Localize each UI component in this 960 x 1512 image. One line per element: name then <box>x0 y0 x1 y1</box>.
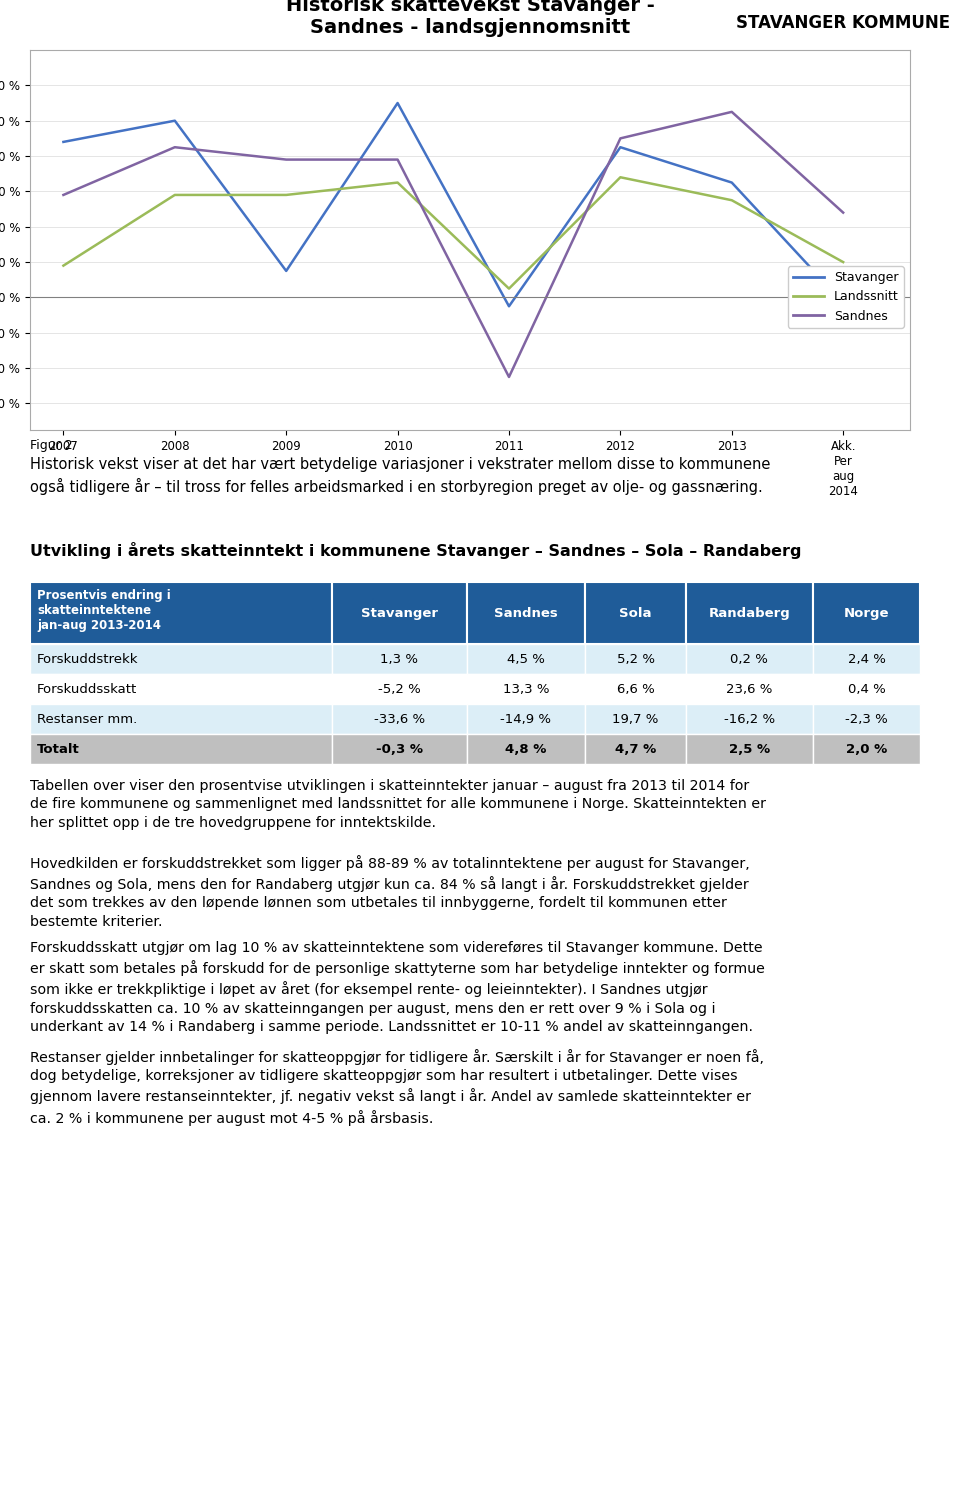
Text: Historisk vekst viser at det har vært betydelige variasjoner i vekstrater mellom: Historisk vekst viser at det har vært be… <box>30 457 770 494</box>
Bar <box>467 733 586 764</box>
Bar <box>813 733 920 764</box>
Text: 4,7 %: 4,7 % <box>615 742 656 756</box>
Text: -0,3 %: -0,3 % <box>375 742 422 756</box>
Text: 0,2 %: 0,2 % <box>731 653 768 665</box>
Text: -5,2 %: -5,2 % <box>378 682 420 696</box>
Text: Utvikling i årets skatteinntekt i kommunene Stavanger – Sandnes – Sola – Randabe: Utvikling i årets skatteinntekt i kommun… <box>30 541 802 559</box>
Bar <box>813 705 920 733</box>
Bar <box>586 674 685 705</box>
Text: Restanser gjelder innbetalinger for skatteoppgjør for tidligere år. Særskilt i å: Restanser gjelder innbetalinger for skat… <box>30 1049 764 1125</box>
Text: Sandnes: Sandnes <box>494 606 558 620</box>
Bar <box>586 644 685 674</box>
Text: STAVANGER KOMMUNE: STAVANGER KOMMUNE <box>736 14 950 32</box>
Text: -33,6 %: -33,6 % <box>373 712 425 726</box>
Bar <box>467 705 586 733</box>
Text: Randaberg: Randaberg <box>708 606 790 620</box>
Bar <box>467 644 586 674</box>
Text: Restanser mm.: Restanser mm. <box>37 712 137 726</box>
Bar <box>813 644 920 674</box>
Text: Stavanger: Stavanger <box>361 606 438 620</box>
Bar <box>685 674 813 705</box>
Text: Hovedkilden er forskuddstrekket som ligger på 88-89 % av totalinntektene per aug: Hovedkilden er forskuddstrekket som ligg… <box>30 854 750 928</box>
Text: Figur 2: Figur 2 <box>30 438 73 452</box>
Bar <box>30 644 332 674</box>
Bar <box>30 705 332 733</box>
Text: 5,2 %: 5,2 % <box>616 653 655 665</box>
Text: -2,3 %: -2,3 % <box>845 712 888 726</box>
Text: 2,5 %: 2,5 % <box>729 742 770 756</box>
Text: 19,7 %: 19,7 % <box>612 712 659 726</box>
Text: 2,4 %: 2,4 % <box>848 653 885 665</box>
Text: 6,6 %: 6,6 % <box>616 682 655 696</box>
Text: -16,2 %: -16,2 % <box>724 712 775 726</box>
Text: 0,4 %: 0,4 % <box>848 682 885 696</box>
Bar <box>685 582 813 644</box>
Text: 23,6 %: 23,6 % <box>726 682 773 696</box>
Text: Prosentvis endring i
skatteinntektene
jan-aug 2013-2014: Prosentvis endring i skatteinntektene ja… <box>37 590 171 632</box>
Text: Forskuddsskatt utgjør om lag 10 % av skatteinntektene som videreføres til Stavan: Forskuddsskatt utgjør om lag 10 % av ska… <box>30 940 765 1034</box>
Bar <box>332 644 467 674</box>
Bar <box>332 582 467 644</box>
Text: Totalt: Totalt <box>37 742 80 756</box>
Text: Norge: Norge <box>844 606 889 620</box>
Text: Forskuddsskatt: Forskuddsskatt <box>37 682 137 696</box>
Text: 2,0 %: 2,0 % <box>846 742 887 756</box>
Bar <box>332 674 467 705</box>
Text: Tabellen over viser den prosentvise utviklingen i skatteinntekter januar – augus: Tabellen over viser den prosentvise utvi… <box>30 779 766 830</box>
Text: 4,8 %: 4,8 % <box>505 742 546 756</box>
Bar <box>467 674 586 705</box>
Text: 4,5 %: 4,5 % <box>507 653 544 665</box>
Bar <box>467 582 586 644</box>
Bar <box>813 582 920 644</box>
Bar <box>30 733 332 764</box>
Bar <box>813 674 920 705</box>
Text: -14,9 %: -14,9 % <box>500 712 551 726</box>
Bar <box>332 705 467 733</box>
Bar <box>586 733 685 764</box>
Text: 1,3 %: 1,3 % <box>380 653 419 665</box>
Bar <box>685 644 813 674</box>
Text: Sola: Sola <box>619 606 652 620</box>
Legend: Stavanger, Landssnitt, Sandnes: Stavanger, Landssnitt, Sandnes <box>788 266 903 328</box>
Bar <box>685 733 813 764</box>
Bar <box>685 705 813 733</box>
Bar <box>332 733 467 764</box>
Title: Historisk skattevekst Stavanger -
Sandnes - landsgjennomsnitt: Historisk skattevekst Stavanger - Sandne… <box>286 0 655 38</box>
Text: Forskuddstrekk: Forskuddstrekk <box>37 653 138 665</box>
Text: 13,3 %: 13,3 % <box>503 682 549 696</box>
Bar <box>586 582 685 644</box>
Bar <box>586 705 685 733</box>
Bar <box>30 674 332 705</box>
Bar <box>30 582 332 644</box>
